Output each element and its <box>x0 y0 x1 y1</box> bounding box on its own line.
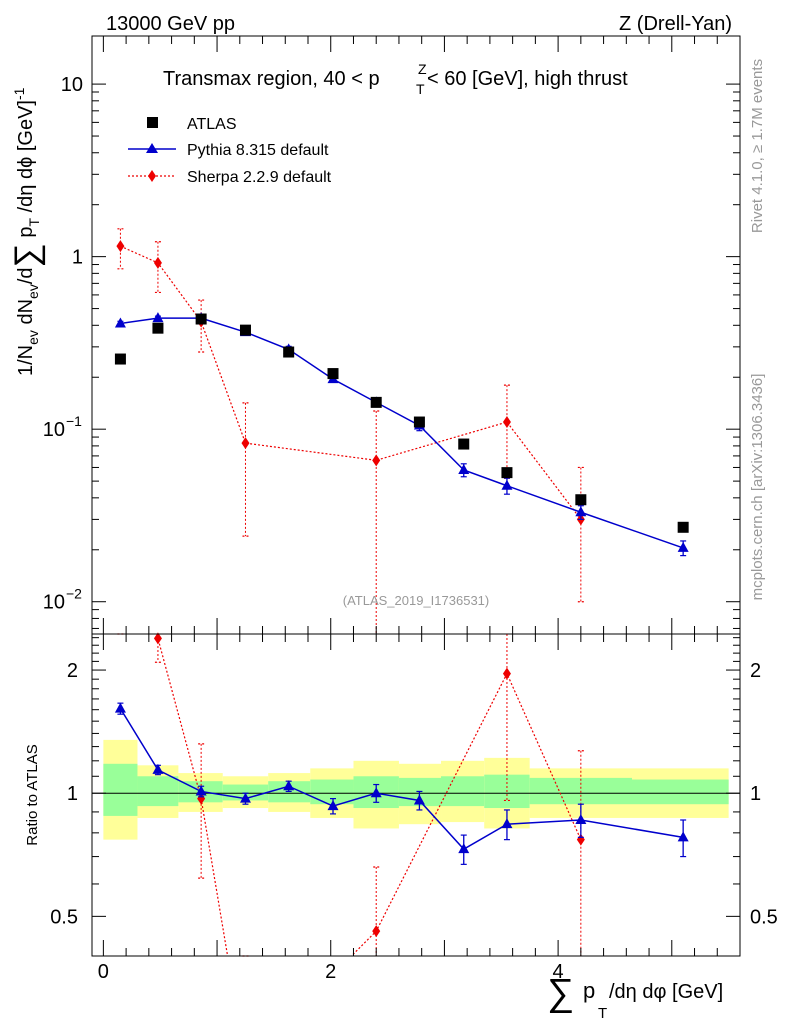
data-point-pythia <box>195 785 207 796</box>
main-y-tick-label: 10 <box>43 419 65 441</box>
analysis-tag: (ATLAS_2019_I1736531) <box>343 593 489 608</box>
xlabel-subscript: T <box>598 1005 607 1022</box>
legend-atlas-label: ATLAS <box>187 116 237 133</box>
plot-title: Transmax region, 40 < p Z T < 60 [GeV], … <box>163 61 628 97</box>
data-point-pythia <box>575 506 587 517</box>
mcplots-note: mcplots.cern.ch [arXiv:1306.3436] <box>749 374 766 601</box>
data-point-sherpa <box>502 667 511 680</box>
data-point-atlas <box>283 346 295 358</box>
band-stat-bin <box>441 776 485 807</box>
data-series <box>114 228 689 957</box>
data-point-pythia <box>370 787 382 798</box>
data-point-pythia <box>114 702 126 713</box>
rivet-note: Rivet 4.1.0, ≥ 1.7M events <box>749 59 766 233</box>
title-text-end: < 60 [GeV], high thrust <box>427 68 628 90</box>
x-axis-label: ∑ p T /dη dφ [GeV] <box>547 972 723 1022</box>
data-point-atlas <box>195 313 207 325</box>
ratio-series-pythia <box>114 702 689 865</box>
data-point-atlas <box>413 416 425 428</box>
ratio-y-tick-label-left: 0.5 <box>50 906 78 928</box>
legend-sherpa-marker <box>148 170 156 182</box>
legend-pythia-label: Pythia 8.315 default <box>187 142 329 159</box>
data-point-sherpa <box>502 416 511 429</box>
data-point-pythia <box>152 312 164 323</box>
series-line <box>120 317 684 549</box>
process-label: Z (Drell-Yan) <box>619 13 732 35</box>
data-point-sherpa <box>576 833 585 846</box>
data-point-pythia <box>152 763 164 774</box>
data-point-atlas <box>327 368 339 380</box>
x-tick-label: 2 <box>325 961 336 983</box>
data-point-sherpa <box>197 792 206 805</box>
data-point-pythia <box>327 800 339 811</box>
data-point-atlas <box>501 467 513 479</box>
main-y-tick-exponent: −1 <box>66 413 82 429</box>
data-point-sherpa <box>153 256 162 269</box>
data-point-atlas <box>677 521 689 533</box>
x-tick-label: 0 <box>98 961 109 983</box>
ylabel-1nev: 1/Nev dNev/d∑ pT /dη dϕ [GeV]-1 <box>8 87 46 376</box>
data-point-atlas <box>575 494 587 506</box>
x-tick-label: 4 <box>553 961 564 983</box>
ratio-y-tick-label-left: 1 <box>67 783 78 805</box>
data-point-sherpa <box>116 240 125 253</box>
data-point-pythia <box>413 794 425 805</box>
main-series-sherpa <box>116 228 585 634</box>
main-y-tick-label: 10 <box>43 592 65 614</box>
ratio-y-axis-label: Ratio to ATLAS <box>24 744 41 845</box>
xlabel-p: p <box>583 978 595 1003</box>
data-point-pythia <box>677 541 689 552</box>
energy-label: 13000 GeV pp <box>106 13 235 35</box>
legend-sherpa-label: Sherpa 2.2.9 default <box>187 169 332 186</box>
data-point-atlas <box>239 324 251 336</box>
ratio-y-tick-label-right: 2 <box>750 660 761 682</box>
series-line <box>119 708 684 851</box>
data-point-pythia <box>458 843 470 854</box>
xlabel-rest: /dη dφ [GeV] <box>609 981 723 1003</box>
ratio-y-tick-label-left: 2 <box>67 660 78 682</box>
legend-atlas-marker <box>147 117 158 128</box>
data-point-sherpa <box>372 925 381 938</box>
data-point-pythia <box>501 818 513 829</box>
band-stat-bin <box>310 779 354 805</box>
data-point-sherpa <box>241 437 250 450</box>
band-stat-bin <box>632 779 729 805</box>
data-point-atlas <box>114 353 126 365</box>
ratio-y-tick-label-right: 0.5 <box>750 906 778 928</box>
title-subscript: T <box>416 81 425 97</box>
data-point-atlas <box>458 438 470 450</box>
xlabel-sum-symbol: ∑ <box>547 972 574 1014</box>
data-point-atlas <box>152 322 164 334</box>
data-point-pythia <box>677 831 689 842</box>
data-point-pythia <box>239 792 251 803</box>
data-point-pythia <box>283 780 295 791</box>
main-y-tick-label: 1 <box>72 247 83 269</box>
main-y-axis-label: 1/Nev dNev/d∑ pT /dη dϕ [GeV]-1 <box>8 87 46 376</box>
main-y-tick-exponent: −2 <box>66 586 82 602</box>
data-point-pythia <box>458 463 470 474</box>
data-point-pythia <box>501 479 513 490</box>
legend-pythia-marker <box>146 143 158 153</box>
band-stat-bin <box>137 776 179 807</box>
data-point-atlas <box>370 396 382 408</box>
ratio-plot-frame <box>91 633 741 957</box>
main-series-atlas <box>114 313 689 533</box>
band-stat-bin <box>103 763 138 816</box>
series-line <box>120 245 582 520</box>
legend: ATLAS Pythia 8.315 default Sherpa 2.2.9 … <box>128 116 332 186</box>
title-text-main: Transmax region, 40 < p <box>163 68 380 90</box>
data-point-pythia <box>114 317 126 328</box>
data-point-sherpa <box>372 454 381 467</box>
ratio-series-sherpa <box>117 632 585 957</box>
data-point-sherpa <box>153 632 162 645</box>
title-superscript: Z <box>418 61 427 77</box>
data-point-pythia <box>575 814 587 825</box>
main-y-tick-label: 10 <box>61 74 83 96</box>
ratio-y-tick-label-right: 1 <box>750 783 761 805</box>
